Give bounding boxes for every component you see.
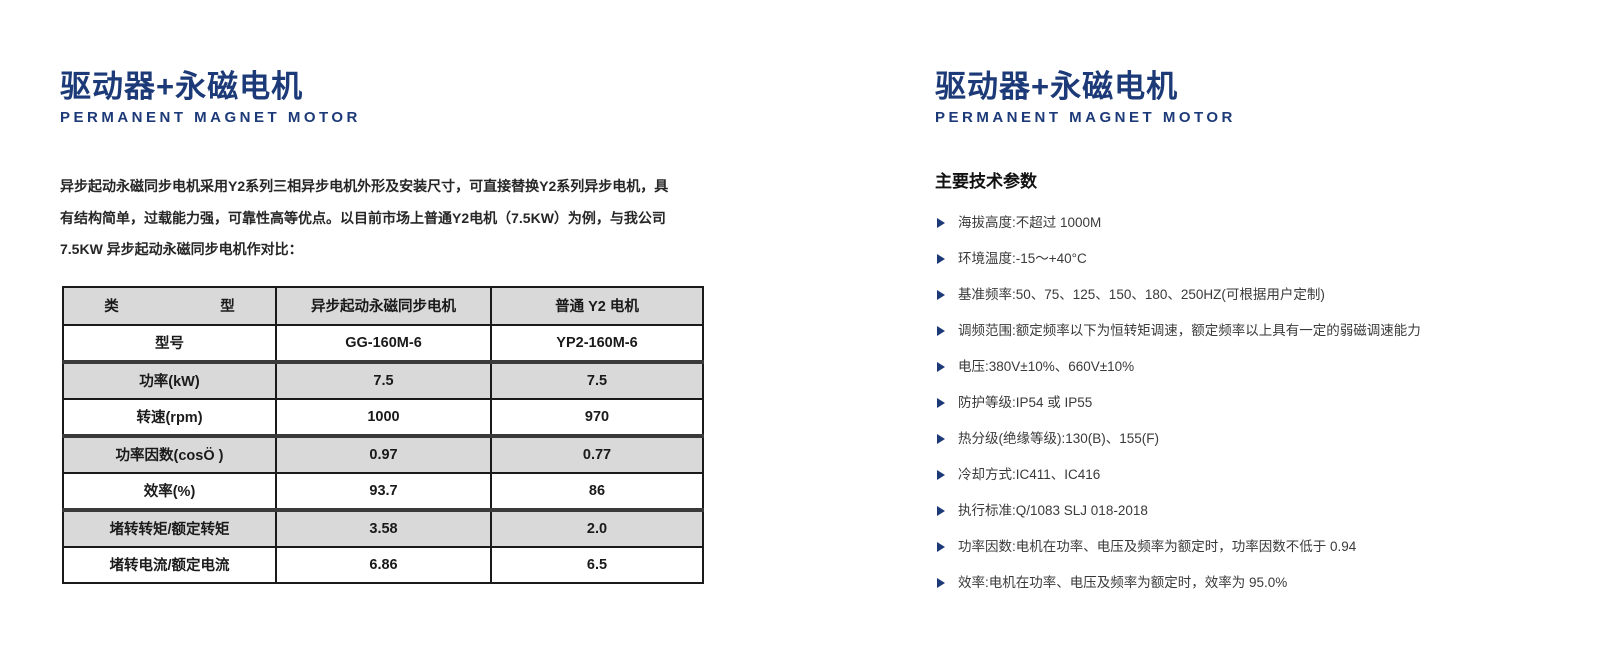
row-pm-value-cell: 0.97 [275, 433, 492, 474]
row-y2-value-cell: 0.77 [490, 433, 704, 474]
row-label-cell: 效率(%) [62, 471, 277, 511]
intro-paragraph: 异步起动永磁同步电机采用Y2系列三相异步电机外形及安装尺寸，可直接替换Y2系列异… [60, 171, 725, 266]
param-text: 调频范围:额定频率以下为恒转矩调速，额定频率以上具有一定的弱磁调速能力 [958, 323, 1421, 338]
param-text: 冷却方式:IC411、IC416 [958, 467, 1101, 482]
list-item: 调频范围:额定频率以下为恒转矩调速，额定频率以上具有一定的弱磁调速能力 [937, 324, 1575, 338]
list-item: 功率因数:电机在功率、电压及频率为额定时，功率因数不低于 0.94 [937, 540, 1575, 554]
row-label-cell: 转速(rpm) [62, 397, 277, 437]
page-subtitle: PERMANENT MAGNET MOTOR [60, 109, 361, 126]
param-text: 功率因数:电机在功率、电压及频率为额定时，功率因数不低于 0.94 [958, 539, 1357, 554]
row-y2-value-cell: 970 [490, 397, 704, 437]
table-header-row: 类 型 异步起动永磁同步电机 普通 Y2 电机 [62, 285, 704, 326]
list-item: 电压:380V±10%、660V±10% [937, 360, 1575, 374]
row-label-cell: 堵转转矩/额定转矩 [62, 507, 277, 548]
row-pm-value-cell: 3.58 [275, 507, 492, 548]
param-text: 防护等级:IP54 或 IP55 [958, 395, 1093, 410]
right-page: 驱动器+永磁电机 PERMANENT MAGNET MOTOR 主要技术参数 海… [935, 70, 1575, 612]
intro-line: 7.5KW 异步起动永磁同步电机作对比： [60, 241, 303, 257]
triangle-bullet-icon [937, 326, 945, 336]
triangle-bullet-icon [937, 398, 945, 408]
list-item: 基准频率:50、75、125、150、180、250HZ(可根据用户定制) [937, 288, 1575, 302]
param-text: 效率:电机在功率、电压及频率为额定时，效率为 95.0% [958, 575, 1288, 590]
list-item: 海拔高度:不超过 1000M [937, 216, 1575, 230]
param-text: 热分级(绝缘等级):130(B)、155(F) [958, 431, 1160, 446]
section-heading: 主要技术参数 [935, 172, 1037, 191]
row-y2-value-cell: 86 [490, 471, 704, 511]
list-item: 热分级(绝缘等级):130(B)、155(F) [937, 432, 1575, 446]
column-header-pm-motor: 异步起动永磁同步电机 [275, 285, 492, 326]
list-item: 环境温度:-15～+40°C [937, 252, 1575, 266]
column-header-type: 类 型 [62, 285, 277, 326]
param-text: 环境温度:-15～+40°C [958, 251, 1087, 266]
triangle-bullet-icon [937, 542, 945, 552]
row-label-cell: 堵转电流/额定电流 [62, 545, 277, 584]
table-row: 堵转电流/额定电流 6.86 6.5 [62, 545, 704, 584]
param-text: 基准频率:50、75、125、150、180、250HZ(可根据用户定制) [958, 287, 1325, 302]
page-subtitle: PERMANENT MAGNET MOTOR [935, 109, 1236, 126]
triangle-bullet-icon [937, 578, 945, 588]
table-row: 型号 GG-160M-6 YP2-160M-6 [62, 323, 704, 363]
table-row: 转速(rpm) 1000 970 [62, 397, 704, 437]
row-label-cell: 型号 [62, 323, 277, 363]
tech-params-list: 海拔高度:不超过 1000M 环境温度:-15～+40°C 基准频率:50、75、1… [937, 216, 1575, 590]
triangle-bullet-icon [937, 290, 945, 300]
list-item: 防护等级:IP54 或 IP55 [937, 396, 1575, 410]
table-row: 功率(kW) 7.5 7.5 [62, 359, 704, 400]
row-y2-value-cell: YP2-160M-6 [490, 323, 704, 363]
intro-line: 异步起动永磁同步电机采用Y2系列三相异步电机外形及安装尺寸，可直接替换Y2系列异… [60, 178, 669, 194]
param-text: 执行标准:Q/1083 SLJ 018-2018 [958, 503, 1148, 518]
triangle-bullet-icon [937, 434, 945, 444]
param-text: 电压:380V±10%、660V±10% [958, 359, 1135, 374]
param-text: 海拔高度:不超过 1000M [958, 215, 1102, 230]
row-pm-value-cell: 1000 [275, 397, 492, 437]
triangle-bullet-icon [937, 362, 945, 372]
row-pm-value-cell: GG-160M-6 [275, 323, 492, 363]
triangle-bullet-icon [937, 506, 945, 516]
column-header-y2-motor: 普通 Y2 电机 [490, 285, 704, 326]
triangle-bullet-icon [937, 470, 945, 480]
row-pm-value-cell: 7.5 [275, 359, 492, 400]
table-row: 功率因数(cosÖ ) 0.97 0.77 [62, 433, 704, 474]
row-y2-value-cell: 6.5 [490, 545, 704, 584]
row-y2-value-cell: 2.0 [490, 507, 704, 548]
page-title: 驱动器+永磁电机 [60, 69, 304, 104]
row-pm-value-cell: 6.86 [275, 545, 492, 584]
list-item: 效率:电机在功率、电压及频率为额定时，效率为 95.0% [937, 576, 1575, 590]
comparison-table: 类 型 异步起动永磁同步电机 普通 Y2 电机 型号 GG-160M-6 YP2-1… [62, 285, 704, 584]
table-row: 堵转转矩/额定转矩 3.58 2.0 [62, 507, 704, 548]
row-pm-value-cell: 93.7 [275, 471, 492, 511]
intro-line: 有结构简单，过载能力强，可靠性高等优点。以目前市场上普通Y2电机（7.5KW）为… [60, 209, 666, 226]
row-label-cell: 功率(kW) [62, 359, 277, 400]
left-page: 驱动器+永磁电机 PERMANENT MAGNET MOTOR 异步起动永磁同步… [60, 70, 725, 584]
list-item: 执行标准:Q/1083 SLJ 018-2018 [937, 504, 1575, 518]
row-label-cell: 功率因数(cosÖ ) [62, 433, 277, 474]
table-row: 效率(%) 93.7 86 [62, 471, 704, 511]
comparison-table-body: 型号 GG-160M-6 YP2-160M-6 功率(kW) 7.5 7.5 转速(rpm)… [62, 323, 704, 584]
list-item: 冷却方式:IC411、IC416 [937, 468, 1575, 482]
page-title: 驱动器+永磁电机 [935, 69, 1179, 104]
row-y2-value-cell: 7.5 [490, 359, 704, 400]
triangle-bullet-icon [937, 254, 945, 264]
triangle-bullet-icon [937, 218, 945, 228]
